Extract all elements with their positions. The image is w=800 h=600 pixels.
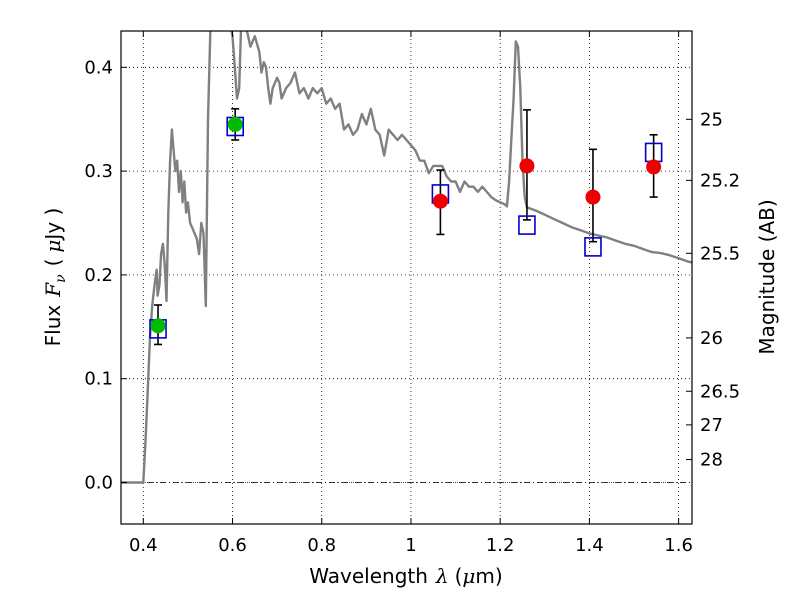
y2-tick-label: 25.2 [700, 170, 740, 191]
model-photometry-square [584, 237, 602, 257]
x-tick-label: 1 [405, 535, 416, 556]
y-tick-label: 0.1 [84, 369, 113, 390]
y-tick-label: 0.3 [84, 161, 113, 182]
y-tick-label: 0.0 [84, 472, 113, 493]
y-axis-label-subscript: ν [53, 274, 69, 283]
y-tick-label: 0.2 [84, 265, 113, 286]
x-tick-label: 0.8 [307, 535, 336, 556]
red-data-point [585, 189, 601, 205]
x-tick-label: 0.4 [129, 535, 158, 556]
y-axis-label-unit-rest: Jy ) [41, 208, 65, 242]
y2-tick-label: 28 [700, 450, 723, 471]
y-axis-label-prefix: Flux [41, 305, 65, 347]
red-data-point [519, 158, 535, 174]
y2-tick-label: 25.5 [700, 243, 740, 264]
green-data-point [227, 116, 243, 132]
y-axis-label-symbol: F [41, 282, 65, 298]
y-axis-label-unit-open: ( [41, 259, 65, 267]
y2-tick-label: 26.5 [700, 381, 740, 402]
red-data-point [432, 193, 448, 209]
y2-tick-label: 26 [700, 328, 723, 349]
green-data-point [150, 318, 166, 334]
y-tick-label: 0.4 [84, 57, 113, 78]
axis-ticks: 0.4 0.6 0.8 1 1.2 1.4 1.6 0.0 0.1 0.2 0.3 0.4 25 25.2… [84, 31, 740, 556]
y2-axis-label: Magnitude (AB) [755, 199, 779, 354]
x-axis-label-symbol: λ [435, 564, 449, 588]
x-tick-label: 0.6 [218, 535, 247, 556]
y-axis-label-unit-mu: μ [41, 240, 65, 253]
y2-tick-label: 27 [700, 415, 723, 436]
model-photometry-square [518, 215, 536, 235]
model-spectrum-line [121, 31, 692, 484]
x-tick-label: 1.6 [664, 535, 693, 556]
x-axis-label: Wavelength λ (μm) [309, 564, 502, 588]
x-tick-label: 1.2 [486, 535, 515, 556]
x-axis-label-prefix: Wavelength [309, 564, 428, 588]
x-axis-label-unit-rest: m) [475, 564, 502, 588]
plot-area [121, 31, 692, 484]
x-axis-label-unit-open: ( [455, 564, 463, 588]
red-data-point [646, 159, 662, 175]
x-axis-label-unit-mu: μ [462, 564, 475, 588]
plot-frame [120, 30, 693, 525]
x-tick-label: 1.4 [575, 535, 604, 556]
y2-tick-label: 25 [700, 109, 723, 130]
y-axis-label: Flux Fν ( μJy ) [41, 208, 69, 347]
